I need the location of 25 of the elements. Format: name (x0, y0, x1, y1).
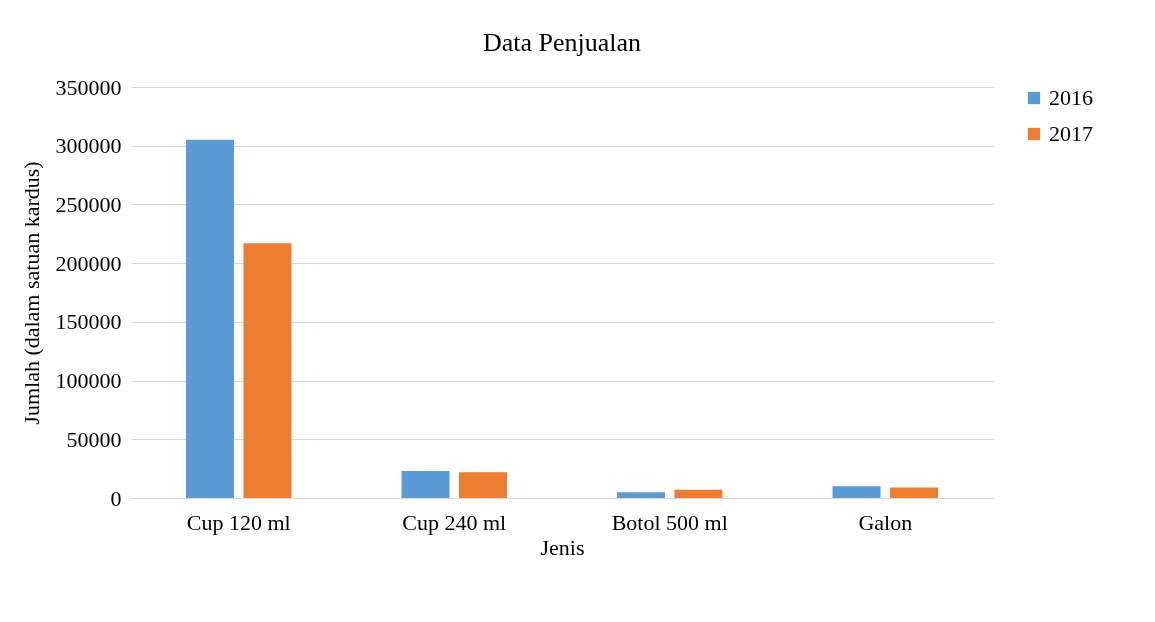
legend-label: 2016 (1049, 85, 1093, 110)
x-tick-label: Botol 500 ml (611, 509, 728, 535)
x-tick-label: Galon (858, 509, 913, 535)
bar (458, 472, 507, 498)
y-axis-title: Jumlah (dalam satuan kardus) (18, 161, 44, 425)
bar (617, 492, 666, 498)
y-tick-label: 350000 (55, 74, 122, 100)
bar (889, 487, 938, 498)
y-tick-label: 250000 (55, 191, 122, 217)
x-tick-label: Cup 120 ml (186, 509, 291, 535)
bar (832, 486, 881, 498)
y-tick-label: 300000 (55, 133, 122, 159)
y-tick-label: 50000 (66, 426, 122, 452)
y-tick-label: 150000 (55, 309, 122, 335)
bar (674, 489, 723, 498)
y-tick-label: 100000 (55, 368, 122, 394)
x-tick-label: Cup 240 ml (402, 509, 507, 535)
legend-label: 2017 (1049, 121, 1093, 146)
x-axis-title: Jenis (540, 534, 585, 560)
y-tick-label: 0 (110, 485, 122, 511)
bar (186, 139, 235, 498)
bar (243, 243, 292, 498)
chart-title: Data Penjualan (482, 28, 642, 57)
y-tick-label: 200000 (55, 250, 122, 276)
bar (401, 470, 450, 498)
